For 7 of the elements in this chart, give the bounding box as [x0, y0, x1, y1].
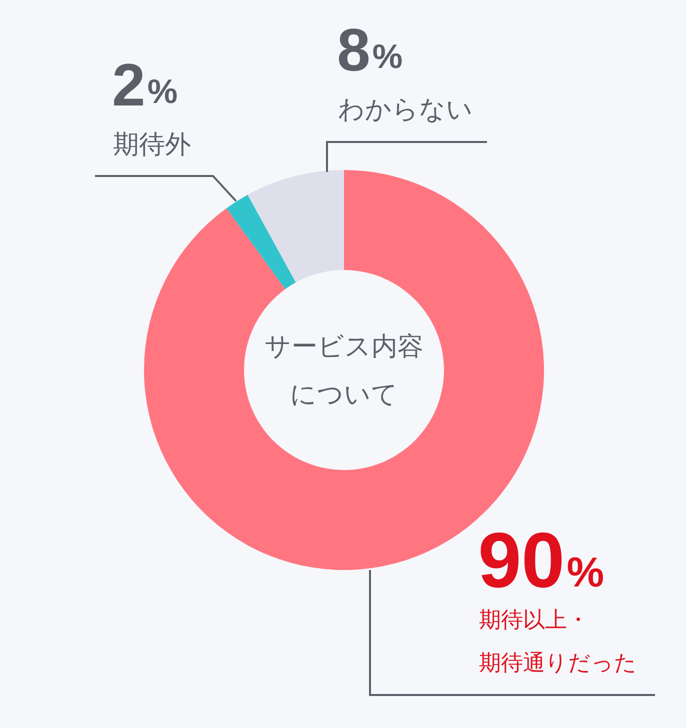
data-label: 2% [112, 52, 178, 118]
data-label: 90% [478, 516, 604, 604]
text: サービス内容について [264, 331, 424, 409]
slice-label: 期待以上・期待通りだった [479, 607, 637, 675]
slice-label: 期待外 [113, 129, 191, 159]
data-label: 8% [337, 16, 403, 84]
slice-label: わからない [338, 94, 473, 124]
